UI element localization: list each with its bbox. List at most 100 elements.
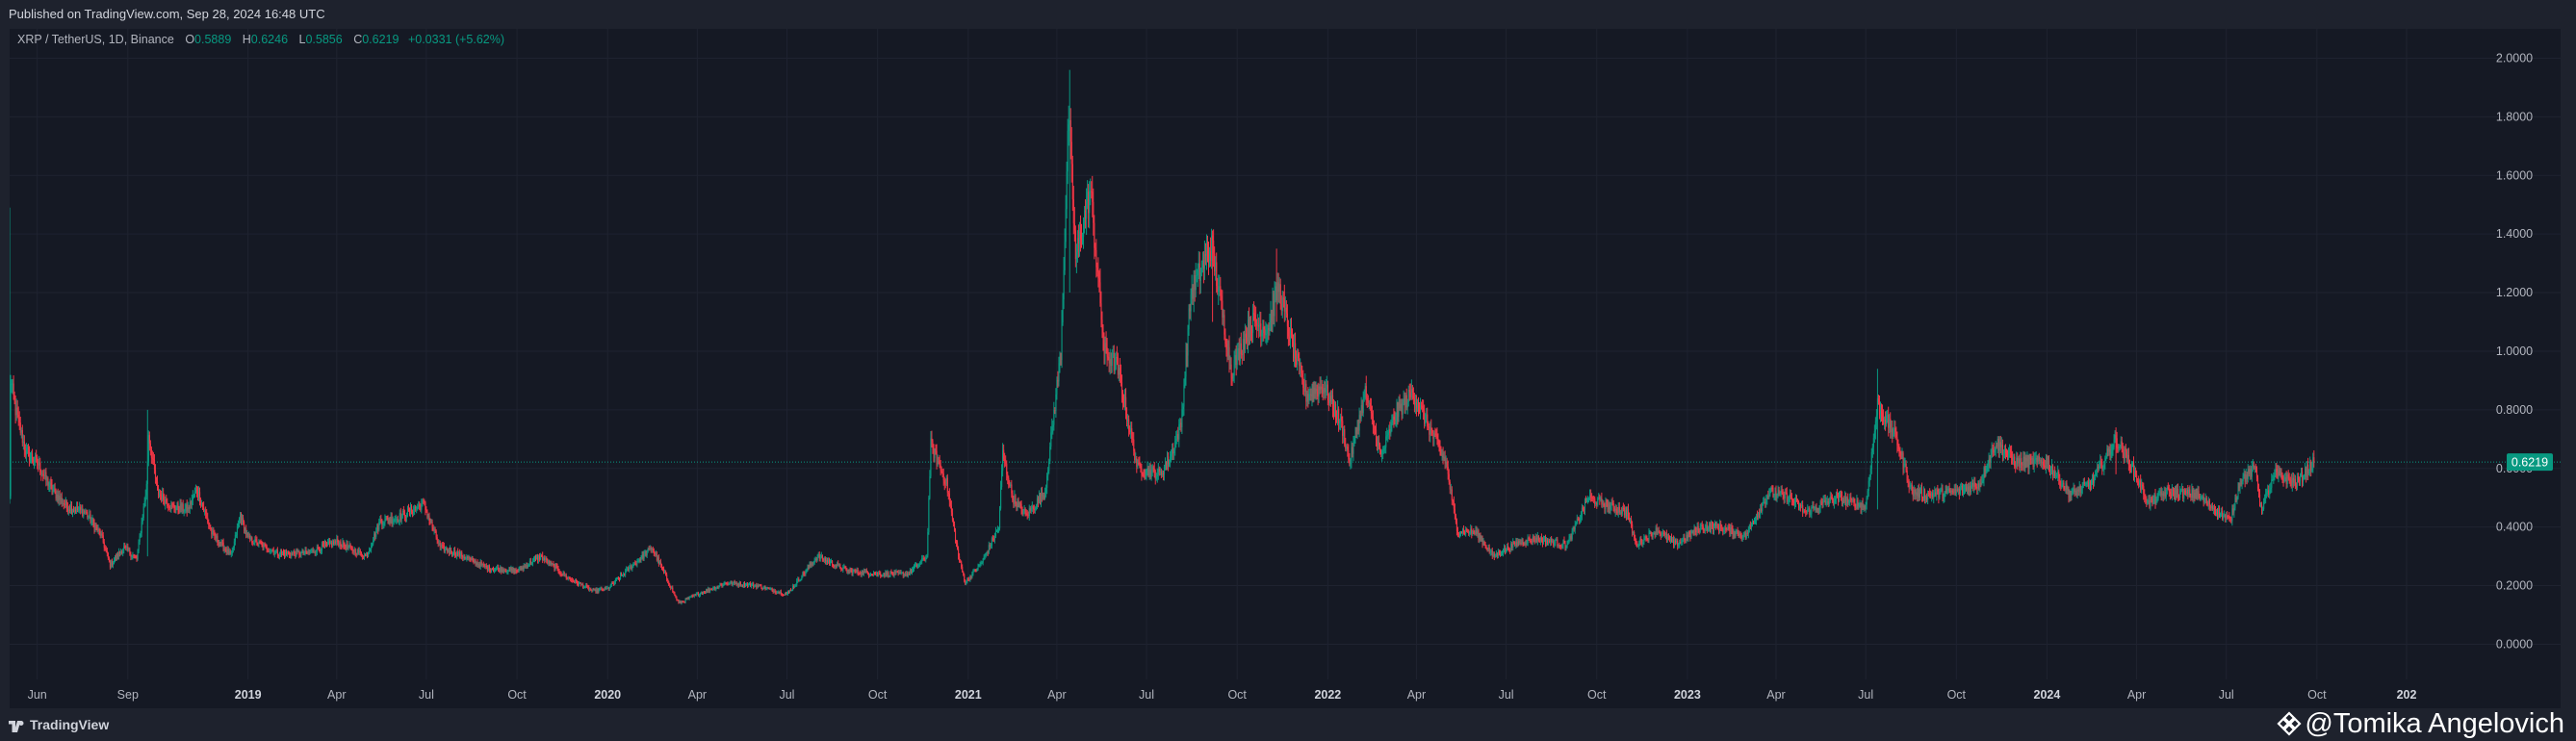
candle-body bbox=[1225, 344, 1227, 350]
candle-body bbox=[734, 583, 736, 585]
candle-body bbox=[1354, 430, 1356, 439]
candle-body bbox=[1402, 402, 1404, 415]
candle-body bbox=[1073, 223, 1075, 231]
candle-body bbox=[1542, 538, 1545, 544]
candle-body bbox=[1697, 525, 1699, 531]
candle-body bbox=[1328, 396, 1330, 403]
candle-body bbox=[446, 548, 449, 551]
candle-body bbox=[88, 517, 90, 519]
tradingview-logo[interactable]: TradingView bbox=[9, 717, 109, 732]
candle-body bbox=[1014, 496, 1016, 504]
candle-body bbox=[1699, 525, 1701, 532]
candle-body bbox=[1610, 502, 1612, 506]
candle-body bbox=[624, 574, 626, 575]
candle-body bbox=[1243, 339, 1245, 350]
candle-body bbox=[936, 450, 938, 465]
candle-body bbox=[970, 575, 972, 578]
candle-body bbox=[1503, 551, 1505, 554]
candle-body bbox=[1490, 550, 1492, 552]
candle-body bbox=[901, 572, 903, 574]
candle-body bbox=[1515, 541, 1517, 547]
candle-body bbox=[1988, 458, 1990, 466]
candle-body bbox=[1071, 164, 1073, 200]
candle-body bbox=[886, 572, 888, 575]
candle-body bbox=[284, 552, 286, 556]
candle-body bbox=[949, 500, 951, 506]
candle-body bbox=[489, 570, 492, 572]
candle-body bbox=[1622, 507, 1624, 509]
candle-body bbox=[1204, 254, 1207, 256]
candle-body bbox=[510, 568, 512, 571]
candle-body bbox=[1448, 473, 1450, 482]
candle-body bbox=[90, 521, 92, 523]
candle-body bbox=[605, 587, 607, 589]
candle-body bbox=[1289, 328, 1292, 342]
candle-body bbox=[1912, 489, 1914, 497]
candle-body bbox=[83, 511, 85, 517]
candle-body bbox=[1813, 506, 1815, 509]
candle-body bbox=[1830, 496, 1832, 498]
candle-body bbox=[1466, 529, 1468, 531]
candle-body bbox=[795, 584, 797, 586]
candle-body bbox=[44, 472, 46, 476]
candle-body bbox=[71, 510, 74, 513]
chart-panel[interactable]: 0.00000.20000.40000.60000.80001.00001.20… bbox=[10, 29, 2561, 708]
candle-body bbox=[1516, 541, 1518, 547]
candle-body bbox=[2098, 467, 2099, 469]
candle-body bbox=[342, 541, 344, 547]
candle-body bbox=[1061, 322, 1063, 361]
candle-body bbox=[60, 498, 62, 500]
close-label: C bbox=[353, 33, 363, 46]
candle-body bbox=[1303, 387, 1305, 392]
candle-body bbox=[2179, 490, 2181, 498]
candle-body bbox=[1770, 487, 1772, 490]
candle-body bbox=[2218, 508, 2220, 516]
candle-body bbox=[1457, 533, 1460, 535]
candle-body bbox=[2274, 474, 2276, 477]
candle-body bbox=[2212, 507, 2215, 510]
candle-body bbox=[548, 560, 550, 564]
candle-body bbox=[13, 395, 15, 401]
candle-body bbox=[551, 561, 553, 565]
candle-body bbox=[1714, 523, 1716, 525]
candle-body bbox=[2046, 460, 2048, 465]
candle-body bbox=[716, 586, 718, 589]
candle-body bbox=[1452, 500, 1454, 502]
candle-body bbox=[322, 544, 324, 546]
y-tick-label: 2.0000 bbox=[2496, 51, 2533, 64]
candle-body bbox=[430, 522, 432, 524]
candle-body bbox=[1935, 492, 1937, 496]
candle-body bbox=[861, 571, 863, 575]
candle-body bbox=[433, 529, 435, 531]
candle-body bbox=[1547, 540, 1549, 543]
candle-body bbox=[1829, 496, 1831, 501]
candle-body bbox=[521, 567, 523, 570]
candle-body bbox=[447, 550, 450, 552]
candle-body bbox=[493, 569, 495, 572]
candle-body bbox=[780, 591, 782, 595]
candle-body bbox=[965, 580, 966, 584]
candle-body bbox=[1273, 300, 1275, 317]
candle-body bbox=[1228, 346, 1230, 367]
candle-body bbox=[1429, 426, 1430, 435]
x-tick-label: 2023 bbox=[1674, 688, 1701, 702]
candle-body bbox=[2247, 469, 2249, 479]
candle-body bbox=[754, 585, 756, 587]
candle-body bbox=[2035, 457, 2037, 460]
candle-body bbox=[643, 553, 645, 559]
candle-body bbox=[722, 585, 724, 587]
candle-body bbox=[934, 449, 936, 458]
candle-body bbox=[798, 578, 800, 581]
candle-body bbox=[1718, 527, 1720, 531]
candle-body bbox=[1239, 343, 1241, 362]
candle-body bbox=[2283, 479, 2285, 481]
candle-body bbox=[348, 547, 349, 549]
candle-body bbox=[1381, 451, 1383, 455]
candle-body bbox=[329, 541, 331, 544]
candle-body bbox=[1331, 395, 1334, 408]
candle-body bbox=[295, 553, 296, 557]
candle-body bbox=[220, 541, 222, 545]
candle-body bbox=[1639, 538, 1641, 545]
candle-body bbox=[2045, 460, 2048, 468]
price-chart[interactable]: 0.00000.20000.40000.60000.80001.00001.20… bbox=[10, 29, 2561, 708]
